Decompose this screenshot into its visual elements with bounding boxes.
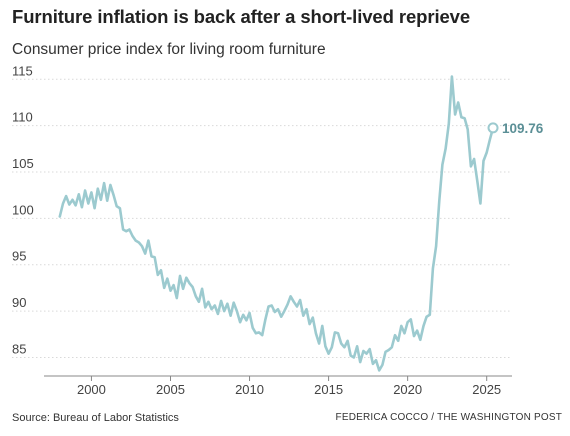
y-tick-label-85: 85	[12, 341, 26, 356]
x-tick-label-2015: 2015	[314, 382, 343, 397]
end-point-marker	[487, 122, 499, 134]
x-axis: 2000 2005 2010 2015 2020 2025	[44, 375, 512, 397]
y-tick-label-115: 115	[12, 63, 33, 78]
x-tick-label-2025: 2025	[472, 382, 501, 397]
end-value-label: 109.76	[502, 121, 544, 136]
source-note: Source: Bureau of Labor Statistics	[12, 412, 179, 424]
y-tick-label-95: 95	[12, 249, 26, 264]
x-tick-label-2010: 2010	[235, 382, 264, 397]
x-tick-label-2020: 2020	[393, 382, 422, 397]
y-axis-ticks: 85 90 95 100 105 110 115	[12, 63, 34, 356]
y-tick-label-105: 105	[12, 156, 34, 171]
y-tick-label-110: 110	[12, 110, 33, 125]
gridlines	[12, 78, 512, 358]
series-line-cpi	[58, 75, 495, 372]
x-tick-label-2000: 2000	[77, 382, 106, 397]
credit-note: FEDERICA COCCO / THE WASHINGTON POST	[335, 412, 562, 423]
chart-subtitle: Consumer price index for living room fur…	[12, 41, 326, 58]
chart-title: Furniture inflation is back after a shor…	[12, 6, 471, 27]
y-tick-label-90: 90	[12, 295, 26, 310]
series-group: 109.76	[58, 75, 544, 372]
y-tick-label-100: 100	[12, 202, 34, 217]
x-tick-label-2005: 2005	[156, 382, 185, 397]
